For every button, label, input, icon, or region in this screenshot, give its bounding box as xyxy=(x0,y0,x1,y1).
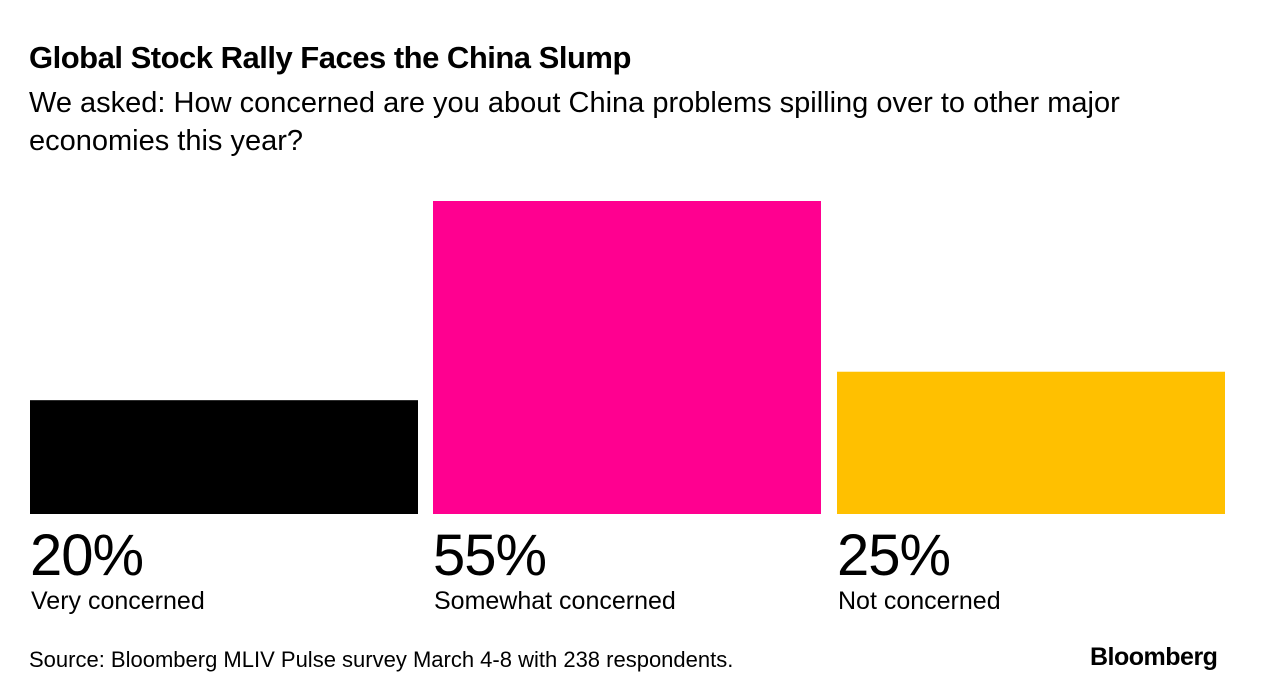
category-label-2: Not concerned xyxy=(838,587,1001,615)
chart-title: Global Stock Rally Faces the China Slump xyxy=(29,40,631,75)
value-label-1: 55% xyxy=(433,523,547,588)
value-label-0: 20% xyxy=(30,523,144,588)
category-label-0: Very concerned xyxy=(31,587,205,615)
chart-subtitle: We asked: How concerned are you about Ch… xyxy=(29,87,1120,157)
bar-somewhat-concerned xyxy=(433,201,821,514)
category-label-1: Somewhat concerned xyxy=(434,587,676,615)
bar-not-concerned xyxy=(837,371,1225,514)
bar-very-concerned xyxy=(30,400,418,514)
source-note: Source: Bloomberg MLIV Pulse survey Marc… xyxy=(29,647,734,672)
value-label-2: 25% xyxy=(837,523,951,588)
bloomberg-logo: Bloomberg xyxy=(1090,643,1218,671)
